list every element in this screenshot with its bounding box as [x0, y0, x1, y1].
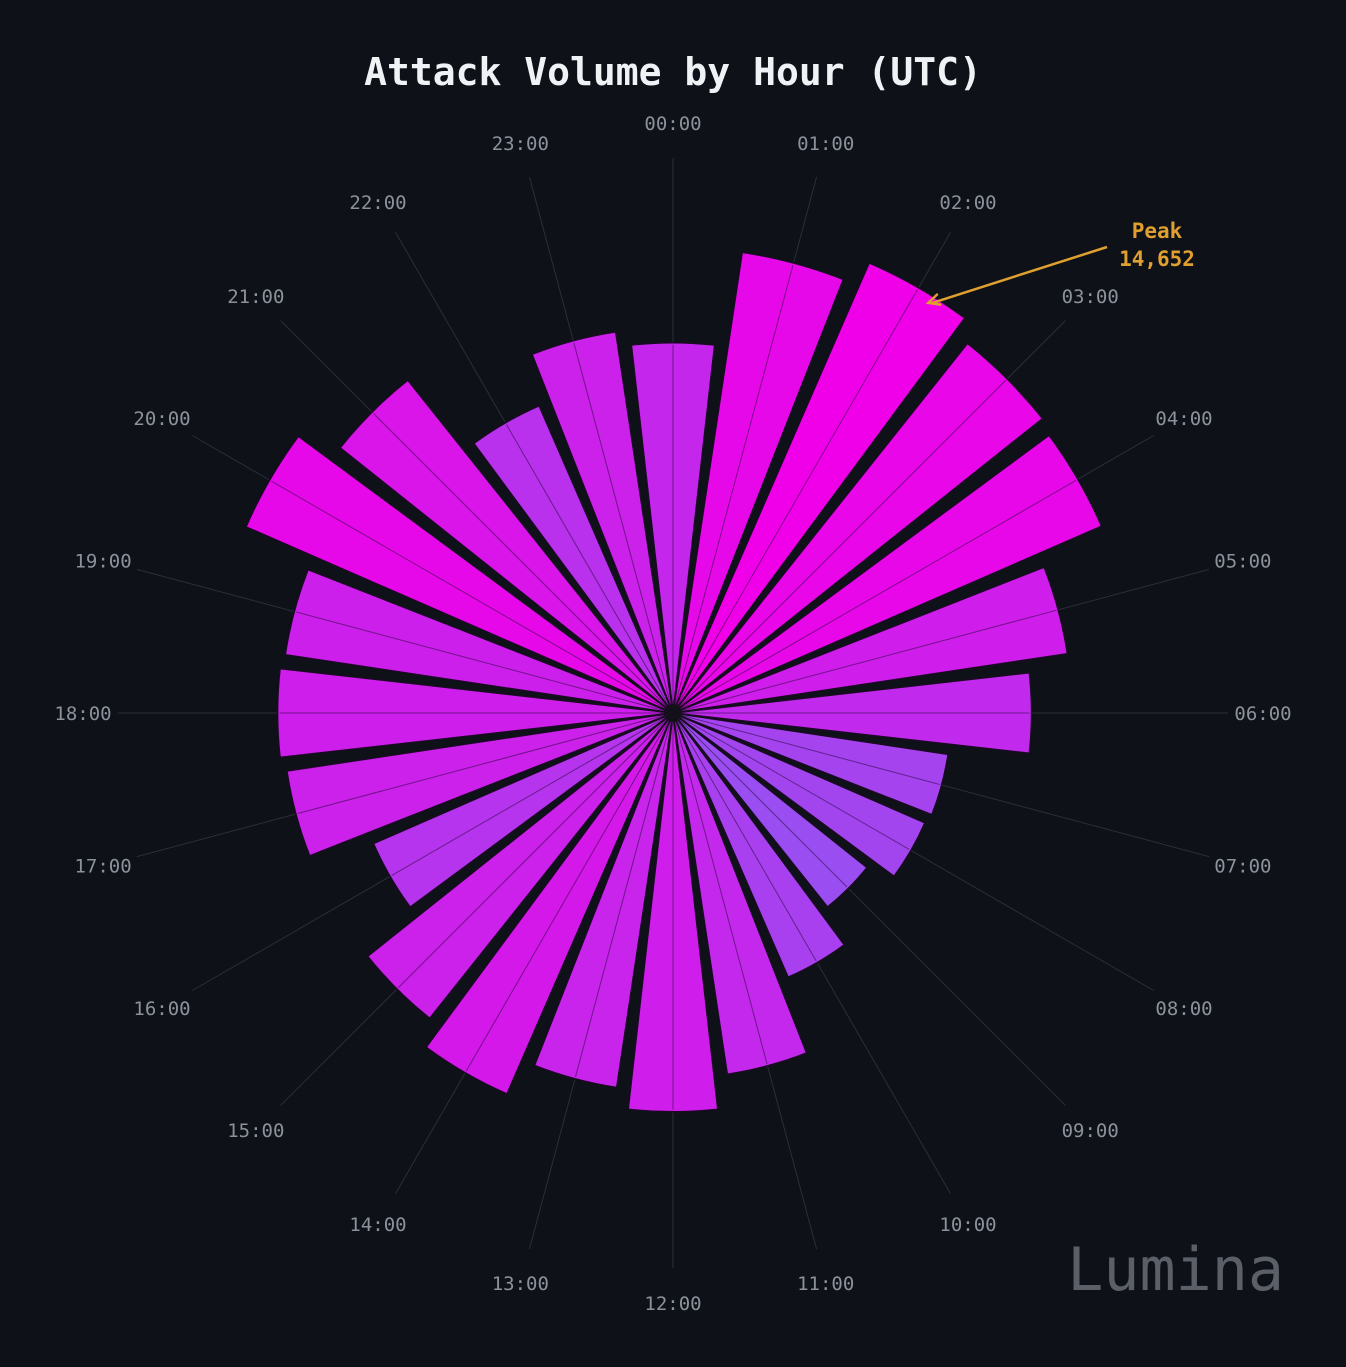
peak-arrow-line: [931, 245, 1108, 305]
bar-centerline: [672, 712, 940, 785]
hour-label-1800: 18:00: [54, 703, 111, 725]
bar-centerline: [271, 480, 674, 714]
hour-label-2000: 20:00: [133, 408, 190, 430]
hour-label-0600: 06:00: [1234, 703, 1291, 725]
hour-label-0200: 02:00: [939, 192, 996, 214]
center-hub: [664, 704, 682, 722]
bar-centerline: [672, 712, 848, 888]
hour-label-1300: 13:00: [492, 1273, 549, 1295]
hour-label-0400: 04:00: [1155, 408, 1212, 430]
hour-label-0800: 08:00: [1155, 998, 1212, 1020]
hour-label-2200: 22:00: [349, 192, 406, 214]
bar-centerline: [296, 611, 674, 714]
bar-0400: [672, 434, 1103, 714]
bar-centerline: [505, 424, 674, 714]
bar-centerline: [672, 264, 794, 714]
peak-label-value: 14,652: [1119, 247, 1195, 271]
peak-label-title: Peak: [1132, 219, 1183, 243]
bar-1700: [286, 712, 674, 857]
bar-2200: [473, 405, 674, 714]
bar-1600: [372, 712, 674, 908]
bar-0200: [672, 262, 966, 714]
hour-label-1600: 16:00: [133, 998, 190, 1020]
bar-1300: [533, 712, 674, 1089]
bar-centerline: [575, 712, 674, 1077]
bar-centerline: [398, 712, 674, 988]
peak-annotation: Peak 14,652: [925, 219, 1195, 306]
bar-centerline: [672, 712, 910, 850]
hour-label-1200: 12:00: [644, 1293, 701, 1315]
bars-group: [245, 251, 1103, 1113]
chart-title: Attack Volume by Hour (UTC): [364, 50, 982, 94]
hour-label-1000: 10:00: [939, 1214, 996, 1236]
bar-0800: [672, 712, 926, 878]
bar-centerline: [373, 413, 674, 714]
bar-centerline: [391, 712, 674, 876]
hour-label-2300: 23:00: [492, 133, 549, 155]
hour-label-0300: 03:00: [1062, 286, 1119, 308]
bar-0500: [672, 566, 1069, 714]
hour-label-1100: 11:00: [797, 1273, 854, 1295]
bar-centerline: [672, 379, 1007, 714]
bar-centerline: [672, 712, 817, 962]
bar-centerline: [672, 712, 768, 1065]
bar-centerline: [672, 289, 918, 714]
bar-0700: [672, 712, 949, 816]
peak-arrow-head: [925, 293, 942, 306]
hour-label-1500: 15:00: [227, 1120, 284, 1142]
hour-label-0700: 07:00: [1214, 856, 1271, 878]
bar-0100: [672, 251, 845, 714]
watermark-logo: Lumina: [1067, 1235, 1284, 1305]
hour-label-1400: 14:00: [349, 1214, 406, 1236]
bar-1400: [425, 712, 674, 1095]
bar-centerline: [465, 712, 674, 1072]
bar-1900: [284, 568, 674, 714]
bar-2300: [531, 331, 674, 714]
bar-centerline: [672, 479, 1077, 714]
hour-labels: 00:00 01:00 02:00 03:00 04:00 05:00 06:00 07:00…: [54, 113, 1291, 1315]
bar-centerline: [672, 609, 1057, 714]
bar-1100: [672, 712, 808, 1075]
hour-label-0000: 00:00: [644, 113, 701, 135]
hour-label-0500: 05:00: [1214, 550, 1271, 572]
hour-label-0100: 01:00: [797, 133, 854, 155]
bar-centerline: [573, 342, 674, 714]
hour-label-0900: 09:00: [1062, 1120, 1119, 1142]
bar-2000: [245, 435, 674, 714]
bar-1000: [672, 712, 845, 978]
hour-label-1700: 17:00: [74, 856, 131, 878]
hour-label-2100: 21:00: [227, 286, 284, 308]
bar-centerline: [297, 712, 674, 814]
hour-label-1900: 19:00: [74, 550, 131, 572]
